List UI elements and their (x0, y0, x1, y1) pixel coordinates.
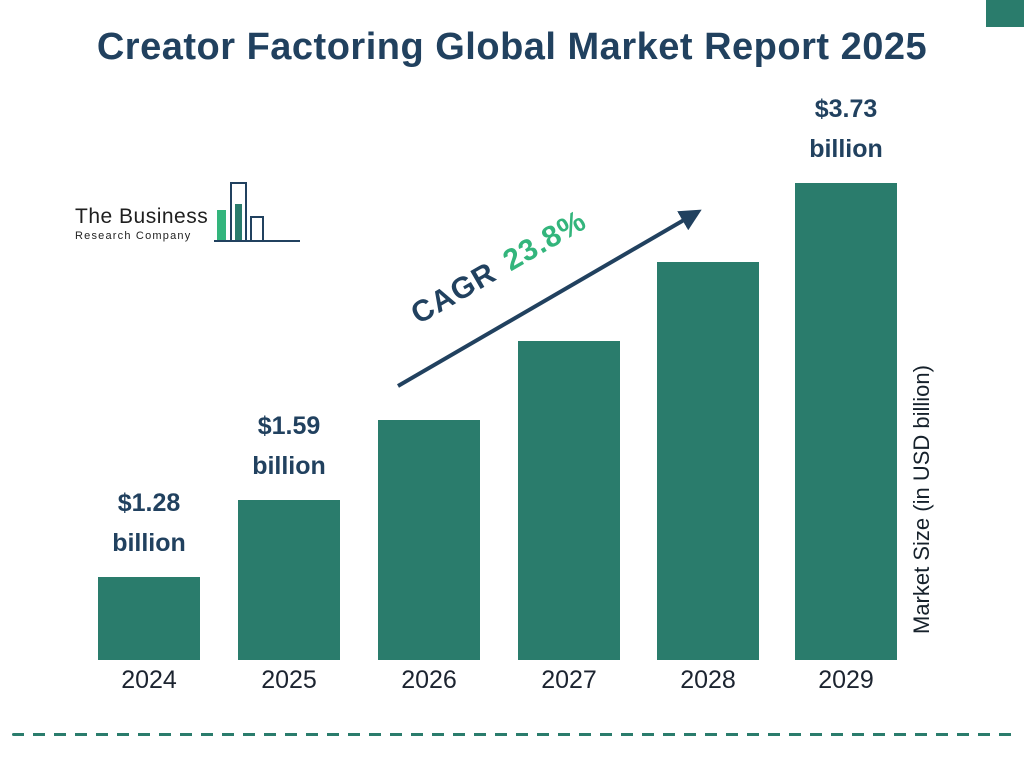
bar-2025 (238, 500, 340, 660)
corner-accent (986, 0, 1024, 27)
cagr-value: 23.8% (497, 204, 593, 278)
logo-bars-icon (214, 182, 301, 242)
value-label-line: billion (112, 529, 186, 557)
bar-2027 (518, 341, 620, 660)
logo: The Business Research Company (75, 180, 302, 244)
chart-title: Creator Factoring Global Market Report 2… (96, 26, 928, 68)
year-label-2028: 2028 (680, 666, 736, 694)
value-label-2024: $1.28 billion (69, 483, 229, 563)
bar-2029 (795, 183, 897, 660)
value-label-line: billion (809, 135, 883, 163)
year-label-2024: 2024 (121, 666, 177, 694)
bottom-dashed-line (12, 733, 1012, 736)
value-label-line: billion (252, 452, 326, 480)
value-label-line: $1.28 (117, 489, 181, 517)
bar-2024 (98, 577, 200, 660)
bar-2026 (378, 420, 480, 660)
y-axis-label: Market Size (in USD billion) (909, 365, 934, 635)
year-label-2027: 2027 (541, 666, 597, 694)
logo-text: The Business Research Company (75, 205, 208, 242)
value-label-2025: $1.59 billion (209, 406, 369, 486)
year-label-2026: 2026 (401, 666, 457, 694)
year-label-2025: 2025 (261, 666, 317, 694)
value-label-2029: $3.73 billion (766, 89, 926, 169)
cagr-label: CAGR (405, 256, 502, 331)
value-label-line: $1.59 (257, 412, 321, 440)
year-label-2029: 2029 (818, 666, 874, 694)
logo-subname: Research Company (75, 230, 192, 242)
cagr-annotation: CAGR23.8% (406, 204, 593, 332)
value-label-line: $3.73 (814, 95, 878, 123)
bar-2028 (657, 262, 759, 660)
logo-name: The Business (75, 205, 209, 228)
